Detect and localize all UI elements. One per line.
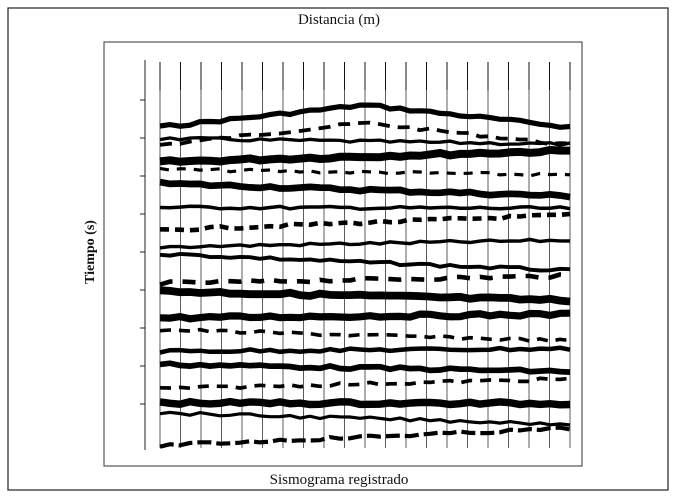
reflection-event (159, 145, 570, 166)
reflection-event (159, 360, 571, 375)
reflection-event (159, 397, 571, 409)
x-axis-title: Distancia (m) (298, 12, 380, 28)
reflection-event (159, 345, 571, 355)
reflection-event (159, 204, 571, 212)
reflection-event (159, 251, 571, 273)
y-axis-title: Tiempo (s) (83, 220, 98, 284)
reflection-event (159, 166, 571, 178)
reflection-event (159, 211, 571, 233)
reflection-event (159, 309, 571, 323)
reflection-event (159, 102, 571, 130)
reflection-event (159, 327, 571, 344)
reflection-event (159, 178, 571, 201)
reflection-event (159, 136, 571, 147)
reflection-event (159, 376, 571, 391)
reflection-event (159, 237, 571, 250)
caption: Sismograma registrado (270, 472, 409, 488)
seismogram (140, 62, 571, 449)
reflection-event (159, 425, 571, 449)
reflection-event (159, 410, 571, 427)
reflection-event (159, 286, 571, 306)
